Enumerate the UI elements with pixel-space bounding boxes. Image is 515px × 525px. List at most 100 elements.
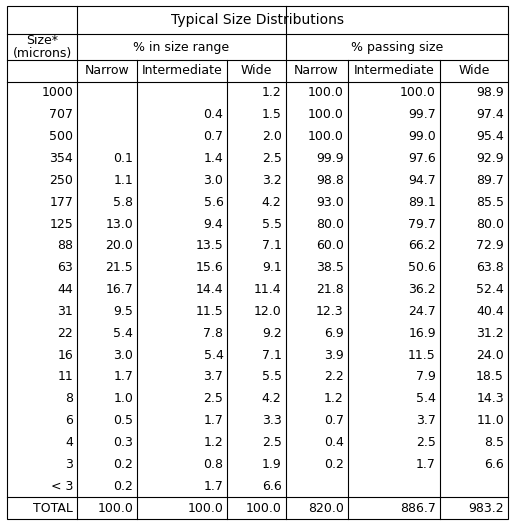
Text: 12.0: 12.0 [254,305,282,318]
Text: 1.9: 1.9 [262,458,282,471]
Text: 63.8: 63.8 [476,261,504,274]
Text: 0.2: 0.2 [324,458,344,471]
Text: 250: 250 [49,174,73,187]
Text: 3.9: 3.9 [324,349,344,362]
Text: 92.9: 92.9 [476,152,504,165]
Text: 80.0: 80.0 [476,217,504,230]
Text: 14.4: 14.4 [196,283,224,296]
Text: 36.2: 36.2 [408,283,436,296]
Text: 5.6: 5.6 [203,196,224,208]
Text: 1000: 1000 [41,87,73,99]
Text: 354: 354 [49,152,73,165]
Text: 177: 177 [49,196,73,208]
Text: 98.8: 98.8 [316,174,344,187]
Text: 22: 22 [57,327,73,340]
Text: 3.7: 3.7 [416,414,436,427]
Text: 100.0: 100.0 [187,501,224,514]
Text: 100.0: 100.0 [246,501,282,514]
Text: 9.4: 9.4 [204,217,224,230]
Text: 11.4: 11.4 [254,283,282,296]
Text: 1.4: 1.4 [204,152,224,165]
Text: 6.6: 6.6 [262,480,282,493]
Text: TOTAL: TOTAL [33,501,73,514]
Text: 2.5: 2.5 [262,152,282,165]
Text: 93.0: 93.0 [316,196,344,208]
Text: % passing size: % passing size [351,40,443,54]
Text: 97.6: 97.6 [408,152,436,165]
Text: 500: 500 [49,130,73,143]
Text: 1.7: 1.7 [203,480,224,493]
Text: 60.0: 60.0 [316,239,344,253]
Text: 7.1: 7.1 [262,239,282,253]
Text: 44: 44 [57,283,73,296]
Text: 1.0: 1.0 [113,392,133,405]
Text: 3.0: 3.0 [203,174,224,187]
Text: 100.0: 100.0 [400,87,436,99]
Text: 5.4: 5.4 [416,392,436,405]
Text: 7.9: 7.9 [416,371,436,383]
Text: 72.9: 72.9 [476,239,504,253]
Text: 24.7: 24.7 [408,305,436,318]
Text: 1.2: 1.2 [324,392,344,405]
Text: Wide: Wide [241,65,272,78]
Text: (microns): (microns) [12,47,72,59]
Text: 6.6: 6.6 [484,458,504,471]
Text: Intermediate: Intermediate [142,65,222,78]
Text: 983.2: 983.2 [468,501,504,514]
Text: 3: 3 [65,458,73,471]
Text: 4.2: 4.2 [262,392,282,405]
Text: 95.4: 95.4 [476,130,504,143]
Text: 24.0: 24.0 [476,349,504,362]
Text: 9.2: 9.2 [262,327,282,340]
Text: 18.5: 18.5 [476,371,504,383]
Text: 14.3: 14.3 [476,392,504,405]
Text: 12.3: 12.3 [316,305,344,318]
Text: 100.0: 100.0 [97,501,133,514]
Text: 9.1: 9.1 [262,261,282,274]
Text: 0.3: 0.3 [113,436,133,449]
Text: 99.9: 99.9 [316,152,344,165]
Text: 38.5: 38.5 [316,261,344,274]
Text: 31: 31 [57,305,73,318]
Text: 100.0: 100.0 [308,130,344,143]
Text: 6: 6 [65,414,73,427]
Text: 2.5: 2.5 [203,392,224,405]
Text: 0.2: 0.2 [113,458,133,471]
Text: 3.0: 3.0 [113,349,133,362]
Text: 1.5: 1.5 [262,108,282,121]
Text: 89.1: 89.1 [408,196,436,208]
Text: 11: 11 [57,371,73,383]
Text: 13.0: 13.0 [106,217,133,230]
Text: 0.5: 0.5 [113,414,133,427]
Text: 85.5: 85.5 [476,196,504,208]
Text: Wide: Wide [458,65,490,78]
Text: 98.9: 98.9 [476,87,504,99]
Text: 3.2: 3.2 [262,174,282,187]
Text: 1.7: 1.7 [203,414,224,427]
Text: 5.5: 5.5 [262,217,282,230]
Text: 0.2: 0.2 [113,480,133,493]
Text: 5.5: 5.5 [262,371,282,383]
Text: 50.6: 50.6 [408,261,436,274]
Text: 1.7: 1.7 [416,458,436,471]
Text: 21.5: 21.5 [106,261,133,274]
Text: 16: 16 [57,349,73,362]
Text: 11.5: 11.5 [196,305,224,318]
Text: 820.0: 820.0 [308,501,344,514]
Text: 2.5: 2.5 [262,436,282,449]
Text: 66.2: 66.2 [408,239,436,253]
Text: 100.0: 100.0 [308,108,344,121]
Text: 79.7: 79.7 [408,217,436,230]
Text: 3.7: 3.7 [203,371,224,383]
Text: 99.0: 99.0 [408,130,436,143]
Text: 20.0: 20.0 [106,239,133,253]
Text: 88: 88 [57,239,73,253]
Text: 4: 4 [65,436,73,449]
Text: 886.7: 886.7 [400,501,436,514]
Text: < 3: < 3 [51,480,73,493]
Text: 2.0: 2.0 [262,130,282,143]
Text: Narrow: Narrow [294,65,339,78]
Text: 13.5: 13.5 [196,239,224,253]
Text: % in size range: % in size range [133,40,229,54]
Text: 0.4: 0.4 [324,436,344,449]
